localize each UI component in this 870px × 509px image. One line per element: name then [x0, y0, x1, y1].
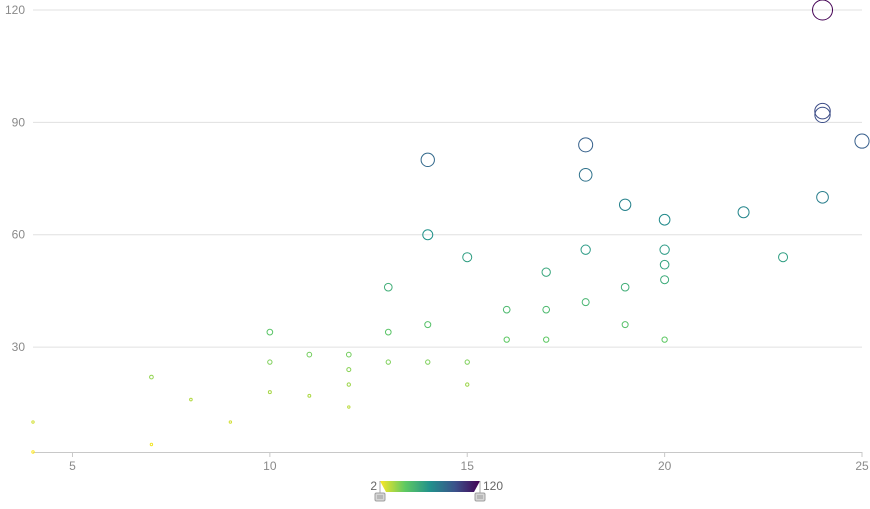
scatter-point[interactable]: [422, 229, 434, 241]
scatter-points: [31, 0, 870, 454]
y-tick-label: 120: [5, 3, 25, 17]
visual-map-max-label: 120: [483, 479, 503, 493]
scatter-point[interactable]: [420, 152, 435, 167]
scatter-point[interactable]: [658, 213, 671, 226]
scatter-point[interactable]: [267, 390, 272, 395]
visual-map[interactable]: 2 120: [370, 479, 503, 502]
scatter-point[interactable]: [814, 106, 831, 124]
scatter-point[interactable]: [266, 328, 274, 336]
x-tick-label: 5: [69, 459, 76, 473]
scatter-point[interactable]: [149, 442, 154, 447]
grid-lines: [33, 9, 862, 348]
visual-map-max-handle[interactable]: [474, 481, 486, 502]
scatter-point[interactable]: [578, 137, 594, 153]
scatter-point[interactable]: [503, 336, 510, 343]
y-tick-label: 30: [12, 340, 26, 354]
scatter-point[interactable]: [578, 167, 593, 182]
scatter-point[interactable]: [31, 450, 35, 454]
scatter-point[interactable]: [660, 275, 670, 285]
scatter-point[interactable]: [816, 190, 829, 204]
scatter-point[interactable]: [306, 351, 313, 358]
scatter-point[interactable]: [31, 420, 35, 424]
scatter-point[interactable]: [425, 359, 431, 365]
scatter-point[interactable]: [228, 420, 233, 424]
scatter-point[interactable]: [383, 282, 393, 292]
scatter-point[interactable]: [347, 405, 351, 409]
scatter-point[interactable]: [620, 282, 630, 292]
scatter-point[interactable]: [737, 206, 750, 219]
scatter-point[interactable]: [424, 321, 432, 329]
visual-map-min-handle[interactable]: [374, 481, 386, 502]
y-tick-label: 90: [12, 115, 26, 129]
scatter-point[interactable]: [812, 0, 834, 21]
scatter-point[interactable]: [189, 397, 193, 402]
scatter-point[interactable]: [464, 359, 470, 365]
scatter-point[interactable]: [345, 351, 352, 358]
scatter-point[interactable]: [384, 328, 392, 336]
scatter-point[interactable]: [659, 244, 670, 255]
scatter-point[interactable]: [659, 259, 670, 270]
y-axis-tick-labels: 30 60 90 120: [5, 3, 25, 354]
scatter-point[interactable]: [778, 252, 789, 263]
scatter-point[interactable]: [346, 382, 351, 387]
scatter-point[interactable]: [462, 252, 473, 263]
scatter-point[interactable]: [307, 393, 312, 398]
scatter-point[interactable]: [621, 321, 629, 329]
scatter-point[interactable]: [854, 133, 870, 149]
scatter-point[interactable]: [267, 359, 273, 365]
scatter-point[interactable]: [618, 198, 632, 211]
scatter-point[interactable]: [661, 336, 668, 343]
scatter-point[interactable]: [581, 298, 590, 307]
scatter-point[interactable]: [814, 102, 831, 120]
x-tick-label: 10: [263, 459, 277, 473]
scatter-point[interactable]: [542, 305, 551, 314]
x-tick-label: 20: [658, 459, 672, 473]
scatter-point[interactable]: [465, 382, 470, 387]
x-tick-label: 15: [461, 459, 475, 473]
scatter-point[interactable]: [541, 267, 551, 277]
visual-map-gradient-bar: [380, 481, 480, 492]
scatter-point[interactable]: [346, 367, 352, 373]
scatter-point[interactable]: [580, 244, 591, 255]
scatter-point[interactable]: [543, 336, 550, 343]
x-tick-label: 25: [855, 459, 869, 473]
scatter-point[interactable]: [502, 305, 511, 314]
x-axis: 5 10 15 20 25: [33, 452, 869, 473]
scatter-point[interactable]: [385, 359, 391, 365]
scatter-point[interactable]: [149, 374, 154, 380]
y-tick-label: 60: [12, 228, 26, 242]
visual-map-min-label: 2: [370, 479, 377, 493]
